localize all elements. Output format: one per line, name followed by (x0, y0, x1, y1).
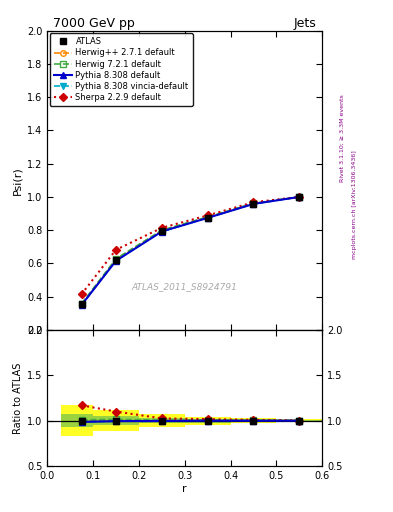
Text: mcplots.cern.ch [arXiv:1306.3436]: mcplots.cern.ch [arXiv:1306.3436] (352, 151, 357, 259)
Text: Jets: Jets (294, 16, 317, 30)
Y-axis label: Ratio to ATLAS: Ratio to ATLAS (13, 362, 23, 434)
X-axis label: r: r (182, 483, 187, 494)
Text: 7000 GeV pp: 7000 GeV pp (53, 16, 134, 30)
Text: ATLAS_2011_S8924791: ATLAS_2011_S8924791 (132, 282, 238, 291)
Legend: ATLAS, Herwig++ 2.7.1 default, Herwig 7.2.1 default, Pythia 8.308 default, Pythi: ATLAS, Herwig++ 2.7.1 default, Herwig 7.… (50, 33, 193, 106)
Text: Rivet 3.1.10; ≥ 3.3M events: Rivet 3.1.10; ≥ 3.3M events (340, 94, 345, 182)
Y-axis label: Psi(r): Psi(r) (13, 166, 23, 195)
